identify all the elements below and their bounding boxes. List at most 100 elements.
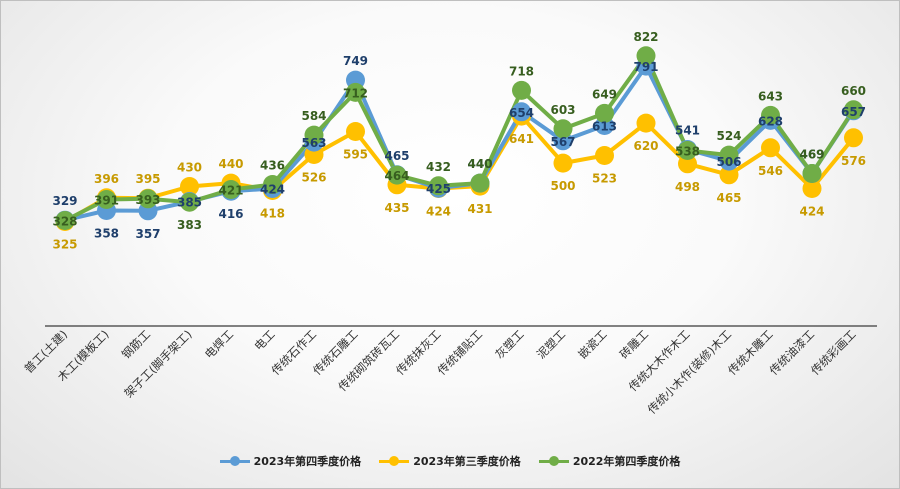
data-label-2023q3: 418 (260, 207, 285, 221)
data-point-2022q4 (512, 80, 531, 100)
data-point-2022q4 (55, 211, 75, 230)
data-label-2022q4: 464 (384, 169, 409, 183)
data-label-2022q4: 383 (177, 218, 202, 232)
data-label-2022q4: 718 (509, 64, 534, 78)
data-label-2023q4: 506 (716, 155, 741, 169)
data-point-2022q4 (304, 125, 324, 145)
data-label-2023q3: 431 (467, 202, 492, 216)
data-label-2023q3: 440 (218, 157, 243, 171)
data-label-2022q4: 712 (343, 86, 368, 100)
data-label-2022q4: 328 (52, 215, 77, 229)
data-label-2022q4: 538 (675, 145, 700, 159)
data-point-2023q3 (844, 128, 863, 148)
data-label-2023q3: 620 (633, 139, 658, 153)
data-point-2023q3 (678, 154, 697, 174)
legend-label-2023q3: 2023年第三季度价格 (413, 455, 521, 468)
data-point-2022q4 (595, 103, 614, 123)
x-tick-label: 钢筋工 (119, 327, 153, 361)
data-label-2023q3: 523 (592, 172, 617, 186)
data-point-2022q4 (97, 190, 116, 209)
data-point-2022q4 (429, 176, 448, 196)
data-label-2023q3: 498 (675, 180, 700, 194)
data-label-2022q4: 649 (592, 87, 617, 101)
data-label-2023q3: 396 (94, 172, 119, 186)
data-label-2023q4: 654 (509, 106, 534, 120)
data-point-2022q4 (636, 46, 656, 66)
data-label-2022q4: 436 (260, 159, 285, 173)
data-point-2023q4 (512, 102, 531, 122)
data-label-2023q4: 541 (675, 124, 700, 138)
data-label-2023q3: 595 (343, 148, 368, 162)
x-tick-label: 传统彩画工 (808, 327, 859, 378)
data-label-2023q3: 435 (384, 201, 409, 215)
data-label-2023q4: 791 (633, 60, 658, 74)
x-tick-label: 灰塑工 (492, 327, 526, 361)
data-label-2023q3: 424 (426, 205, 451, 219)
data-label-2023q4: 613 (592, 120, 617, 134)
data-point-2022q4 (221, 180, 241, 199)
data-label-2023q4: 469 (799, 148, 824, 162)
x-tick-label: 传统铺贴工 (435, 327, 486, 378)
data-label-2022q4: 822 (633, 30, 658, 44)
data-label-2023q3: 430 (177, 161, 202, 175)
data-label-2022q4: 524 (716, 129, 741, 143)
data-label-2023q4: 358 (94, 227, 119, 241)
x-tick-label: 传统小木作(装修)木工 (645, 327, 734, 416)
data-point-2022q4 (346, 82, 365, 102)
x-tick-label: 砖雕工 (617, 327, 651, 361)
data-label-2022q4: 584 (301, 109, 326, 123)
data-point-2022q4 (678, 141, 697, 160)
x-tick-label: 泥塑工 (534, 327, 568, 361)
data-point-2022q4 (470, 173, 490, 193)
data-label-2023q4: 465 (384, 149, 409, 163)
data-label-2023q4: 567 (550, 135, 575, 149)
data-label-2022q4: 660 (841, 84, 866, 98)
data-point-2023q3 (595, 146, 614, 165)
x-tick-label: 电焊工 (202, 327, 236, 361)
data-label-2023q4: 563 (301, 136, 326, 150)
data-point-2023q3 (719, 165, 739, 185)
legend-item-2023q3: 2023年第三季度价格 (379, 453, 521, 469)
data-label-2023q4: 657 (841, 105, 866, 119)
legend: 2023年第四季度价格 2023年第三季度价格 2022年第四季度价格 (1, 453, 899, 469)
legend-item-2022q4: 2022年第四季度价格 (538, 453, 681, 469)
legend-item-2023q4: 2023年第四季度价格 (219, 453, 362, 469)
data-point-2022q4 (802, 164, 822, 183)
legend-label-2023q4: 2023年第四季度价格 (253, 455, 362, 468)
data-label-2022q4: 643 (758, 89, 783, 103)
data-label-2022q4: 432 (426, 160, 451, 174)
x-tick-label: 电工 (251, 327, 277, 353)
legend-label-2022q4: 2022年第四季度价格 (572, 455, 681, 468)
data-label-2022q4: 391 (94, 194, 119, 208)
data-label-2022q4: 603 (550, 103, 575, 117)
data-label-2023q3: 325 (52, 238, 77, 252)
data-label-2022q4: 440 (467, 157, 492, 171)
legend-swatch-2023q4 (219, 456, 250, 466)
data-label-2023q4: 329 (52, 194, 77, 208)
data-label-2022q4: 421 (218, 184, 243, 198)
data-label-2023q3: 395 (135, 172, 160, 186)
data-label-2023q4: 425 (426, 182, 451, 196)
data-label-2023q4: 749 (343, 54, 368, 68)
data-point-2023q3 (346, 122, 365, 141)
data-label-2023q4: 424 (260, 183, 285, 197)
data-point-2022q4 (553, 119, 573, 139)
data-label-2023q4: 628 (758, 114, 783, 128)
data-point-2022q4 (180, 192, 199, 212)
data-point-2023q3 (180, 177, 199, 196)
data-label-2022q4: 469 (799, 148, 824, 162)
data-point-2023q3 (553, 153, 573, 173)
data-label-2023q3: 641 (509, 132, 534, 146)
data-label-2023q4: 385 (177, 196, 202, 210)
legend-swatch-2022q4 (538, 456, 569, 466)
data-label-2023q3: 424 (799, 205, 824, 219)
data-label-2023q3: 546 (758, 164, 783, 178)
data-label-2023q4: 440 (467, 157, 492, 171)
data-point-2022q4 (138, 189, 158, 209)
data-label-2023q3: 526 (301, 171, 326, 185)
data-point-2022q4 (263, 175, 282, 194)
data-point-2023q3 (636, 113, 656, 133)
data-point-2022q4 (761, 105, 780, 125)
